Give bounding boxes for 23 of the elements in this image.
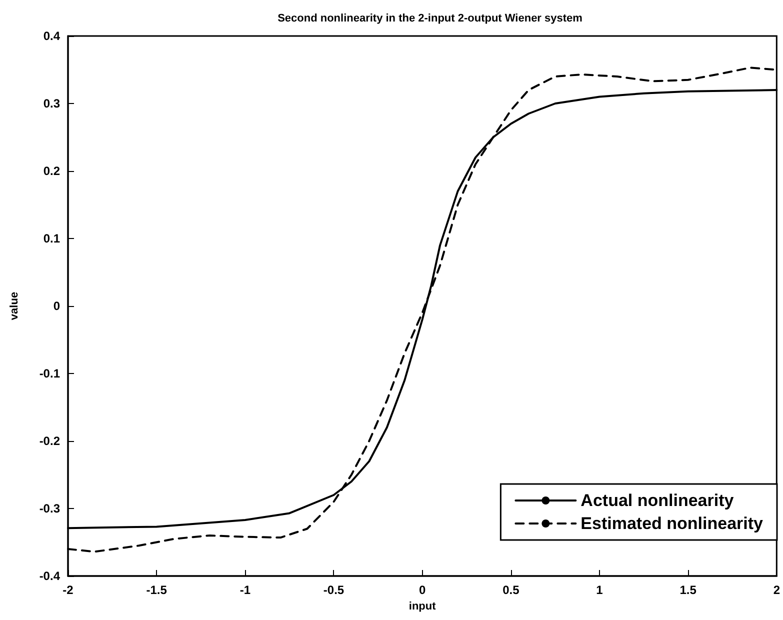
y-tick-label: 0.4 xyxy=(43,29,60,43)
y-axis-title: value xyxy=(8,292,20,320)
legend-label: Actual nonlinearity xyxy=(580,491,734,510)
x-tick-label: 1.5 xyxy=(680,583,697,597)
x-tick-label: -1 xyxy=(240,583,251,597)
y-tick-label: 0.3 xyxy=(43,96,60,110)
x-tick-label: -2 xyxy=(62,583,74,597)
legend-label: Estimated nonlinearity xyxy=(580,514,764,533)
y-tick-label: 0.2 xyxy=(43,164,60,178)
y-tick-label: -0.1 xyxy=(39,366,60,380)
x-tick-label: 0 xyxy=(418,583,426,597)
x-tick-label: 2 xyxy=(773,583,780,597)
x-tick-label: 1 xyxy=(596,583,604,597)
y-tick-label: 0.1 xyxy=(43,232,60,246)
y-tick-label: -0.4 xyxy=(39,569,60,583)
x-tick-label: -1.5 xyxy=(146,583,168,597)
x-tick-label: -0.5 xyxy=(323,583,344,597)
x-axis-title: input xyxy=(408,600,436,612)
y-tick-label: 0 xyxy=(53,299,60,313)
y-tick-label: -0.3 xyxy=(39,502,60,516)
y-tick-label: -0.2 xyxy=(39,434,60,448)
x-tick-label: 0.5 xyxy=(502,583,520,597)
chart-title: Second nonlinearity in the 2-input 2-output Wiener system xyxy=(278,12,583,24)
